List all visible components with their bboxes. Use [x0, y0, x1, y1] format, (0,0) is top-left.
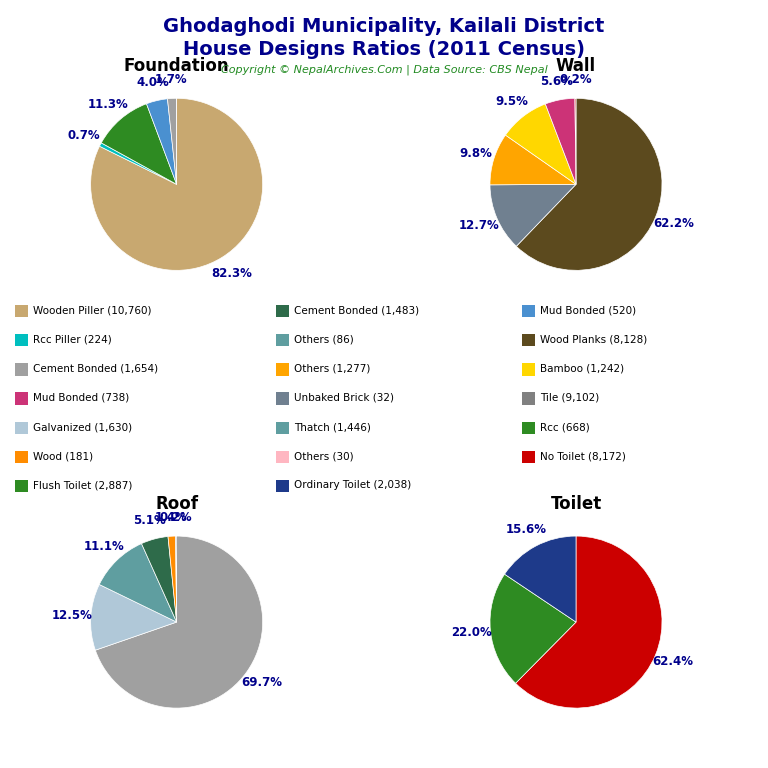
Wedge shape — [99, 544, 177, 622]
Text: 15.6%: 15.6% — [506, 523, 547, 536]
Text: Wood (181): Wood (181) — [33, 451, 93, 462]
Wedge shape — [490, 184, 576, 247]
Text: 69.7%: 69.7% — [242, 677, 283, 690]
Text: 5.1%: 5.1% — [133, 515, 166, 527]
Text: 82.3%: 82.3% — [212, 267, 253, 280]
Text: 12.7%: 12.7% — [459, 219, 500, 232]
Wedge shape — [141, 537, 177, 622]
Wedge shape — [167, 98, 177, 184]
Text: Wood Planks (8,128): Wood Planks (8,128) — [540, 334, 647, 345]
Text: Others (30): Others (30) — [294, 451, 354, 462]
Text: Ordinary Toilet (2,038): Ordinary Toilet (2,038) — [294, 480, 412, 491]
Text: 62.2%: 62.2% — [653, 217, 694, 230]
Text: 12.5%: 12.5% — [51, 609, 92, 622]
Wedge shape — [100, 143, 177, 184]
Text: Mud Bonded (738): Mud Bonded (738) — [33, 392, 129, 403]
Text: 11.3%: 11.3% — [88, 98, 128, 111]
Text: Tile (9,102): Tile (9,102) — [540, 392, 599, 403]
Text: Cement Bonded (1,654): Cement Bonded (1,654) — [33, 363, 158, 374]
Text: Unbaked Brick (32): Unbaked Brick (32) — [294, 392, 394, 403]
Text: Rcc (668): Rcc (668) — [540, 422, 590, 432]
Wedge shape — [575, 98, 576, 184]
Text: Thatch (1,446): Thatch (1,446) — [294, 422, 371, 432]
Title: Toilet: Toilet — [551, 495, 601, 513]
Wedge shape — [505, 104, 576, 184]
Text: 11.1%: 11.1% — [83, 540, 124, 553]
Wedge shape — [515, 536, 662, 708]
Wedge shape — [176, 536, 177, 622]
Text: Bamboo (1,242): Bamboo (1,242) — [540, 363, 624, 374]
Wedge shape — [91, 584, 177, 650]
Text: 9.5%: 9.5% — [495, 95, 528, 108]
Title: Wall: Wall — [556, 58, 596, 75]
Text: Flush Toilet (2,887): Flush Toilet (2,887) — [33, 480, 132, 491]
Text: 0.7%: 0.7% — [68, 129, 100, 142]
Text: Rcc Piller (224): Rcc Piller (224) — [33, 334, 112, 345]
Text: 9.8%: 9.8% — [459, 147, 492, 160]
Text: Galvanized (1,630): Galvanized (1,630) — [33, 422, 132, 432]
Text: No Toilet (8,172): No Toilet (8,172) — [540, 451, 626, 462]
Text: 0.2%: 0.2% — [559, 73, 591, 86]
Title: Foundation: Foundation — [124, 58, 230, 75]
Text: Others (1,277): Others (1,277) — [294, 363, 370, 374]
Title: Roof: Roof — [155, 495, 198, 513]
Wedge shape — [168, 536, 177, 622]
Text: House Designs Ratios (2011 Census): House Designs Ratios (2011 Census) — [183, 40, 585, 59]
Wedge shape — [490, 574, 576, 684]
Text: Ghodaghodi Municipality, Kailali District: Ghodaghodi Municipality, Kailali Distric… — [164, 17, 604, 36]
Wedge shape — [147, 99, 177, 184]
Text: 4.0%: 4.0% — [136, 76, 169, 88]
Text: Others (86): Others (86) — [294, 334, 354, 345]
Text: 5.6%: 5.6% — [540, 74, 573, 88]
Wedge shape — [516, 98, 662, 270]
Wedge shape — [101, 104, 177, 184]
Text: Copyright © NepalArchives.Com | Data Source: CBS Nepal: Copyright © NepalArchives.Com | Data Sou… — [220, 65, 548, 75]
Wedge shape — [91, 98, 263, 270]
Text: Wooden Piller (10,760): Wooden Piller (10,760) — [33, 305, 151, 316]
Wedge shape — [545, 98, 576, 184]
Text: Cement Bonded (1,483): Cement Bonded (1,483) — [294, 305, 419, 316]
Wedge shape — [490, 135, 576, 185]
Text: Mud Bonded (520): Mud Bonded (520) — [540, 305, 636, 316]
Text: 1.7%: 1.7% — [154, 73, 187, 86]
Wedge shape — [95, 536, 263, 708]
Text: 0.2%: 0.2% — [160, 511, 192, 524]
Text: 62.4%: 62.4% — [653, 655, 694, 668]
Text: 22.0%: 22.0% — [452, 626, 492, 639]
Wedge shape — [505, 536, 576, 622]
Text: 1.4%: 1.4% — [154, 511, 187, 524]
